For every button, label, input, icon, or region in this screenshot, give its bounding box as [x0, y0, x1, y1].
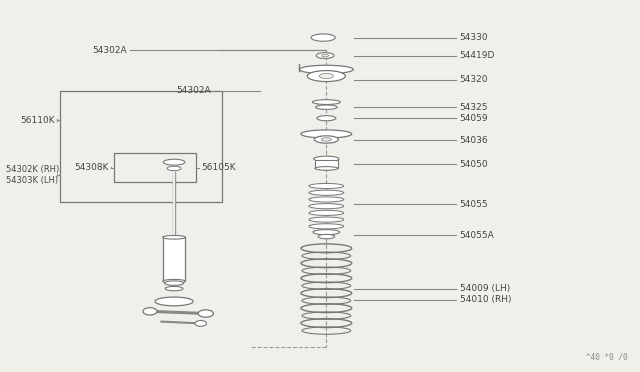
Text: 54009 (LH): 54009 (LH) [460, 284, 510, 293]
Bar [114, 153, 196, 182]
Ellipse shape [309, 210, 344, 215]
Ellipse shape [314, 136, 339, 143]
Ellipse shape [311, 34, 335, 41]
Ellipse shape [143, 308, 157, 315]
Text: 54050: 54050 [460, 160, 488, 169]
Ellipse shape [316, 105, 337, 109]
Text: 54308K: 54308K [74, 163, 109, 172]
Ellipse shape [309, 224, 344, 229]
Ellipse shape [309, 190, 344, 195]
Ellipse shape [312, 100, 340, 105]
Text: 54325: 54325 [460, 103, 488, 112]
Text: 54320: 54320 [460, 75, 488, 84]
Text: 54036: 54036 [460, 136, 488, 145]
Ellipse shape [313, 230, 340, 235]
Text: ^40 *0 /0: ^40 *0 /0 [586, 352, 628, 361]
Text: 54330: 54330 [460, 33, 488, 42]
Ellipse shape [167, 166, 181, 171]
Text: 56105K: 56105K [202, 163, 236, 172]
Ellipse shape [155, 297, 193, 306]
Ellipse shape [318, 234, 335, 239]
Text: 54419D: 54419D [460, 51, 495, 60]
Ellipse shape [163, 235, 186, 239]
Text: 54303K (LH): 54303K (LH) [6, 176, 58, 185]
Text: 54302K (RH): 54302K (RH) [6, 165, 60, 174]
Bar [60, 91, 221, 202]
Ellipse shape [195, 321, 207, 326]
Ellipse shape [315, 167, 338, 170]
Text: 54059: 54059 [460, 114, 488, 123]
Bar [163, 237, 186, 281]
Text: 54010 (RH): 54010 (RH) [460, 295, 511, 304]
Ellipse shape [309, 197, 344, 202]
Text: 54302A: 54302A [176, 86, 211, 95]
Ellipse shape [314, 156, 339, 161]
Text: 54302A: 54302A [92, 46, 127, 55]
Bar [315, 160, 338, 169]
Ellipse shape [309, 203, 344, 209]
Ellipse shape [300, 65, 353, 74]
Text: 56110K: 56110K [20, 116, 55, 125]
Ellipse shape [317, 116, 336, 121]
Ellipse shape [309, 217, 344, 222]
Text: 54055: 54055 [460, 200, 488, 209]
Ellipse shape [198, 310, 213, 317]
Ellipse shape [307, 71, 346, 81]
Ellipse shape [163, 279, 186, 283]
Text: 54055A: 54055A [460, 231, 494, 240]
Ellipse shape [321, 54, 328, 57]
Ellipse shape [301, 130, 352, 138]
Ellipse shape [163, 159, 185, 165]
Ellipse shape [316, 52, 334, 58]
Ellipse shape [164, 281, 184, 285]
Ellipse shape [309, 183, 344, 189]
Ellipse shape [321, 138, 332, 141]
Ellipse shape [165, 286, 183, 291]
Ellipse shape [319, 74, 333, 78]
